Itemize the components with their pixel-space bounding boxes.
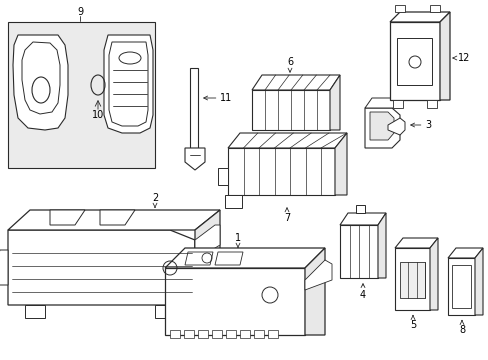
Polygon shape [190, 68, 198, 148]
Polygon shape [251, 90, 329, 130]
Polygon shape [394, 5, 404, 12]
Text: 7: 7 [284, 208, 289, 223]
Polygon shape [339, 213, 385, 225]
Polygon shape [447, 248, 482, 258]
Polygon shape [195, 210, 220, 305]
Polygon shape [50, 210, 85, 225]
Polygon shape [392, 100, 402, 108]
Polygon shape [155, 305, 175, 318]
Polygon shape [334, 133, 346, 195]
Text: 2: 2 [152, 193, 158, 207]
Polygon shape [109, 42, 148, 126]
Polygon shape [439, 12, 449, 100]
Text: 5: 5 [409, 315, 415, 330]
Polygon shape [305, 260, 331, 290]
Polygon shape [183, 330, 194, 338]
Polygon shape [369, 112, 393, 140]
Polygon shape [364, 108, 399, 148]
Text: 11: 11 [203, 93, 232, 103]
Polygon shape [13, 35, 68, 130]
Polygon shape [355, 205, 364, 213]
Polygon shape [164, 248, 325, 268]
Polygon shape [8, 210, 220, 230]
Polygon shape [215, 252, 243, 265]
Polygon shape [426, 100, 436, 108]
Polygon shape [339, 225, 377, 278]
Polygon shape [104, 35, 153, 133]
Text: 6: 6 [286, 57, 292, 72]
Polygon shape [227, 148, 334, 195]
Text: 3: 3 [410, 120, 430, 130]
Polygon shape [8, 22, 155, 168]
Polygon shape [253, 330, 264, 338]
Polygon shape [164, 268, 305, 335]
Polygon shape [429, 5, 439, 12]
Text: 12: 12 [452, 53, 469, 63]
Polygon shape [305, 248, 325, 335]
Text: 1: 1 [234, 233, 241, 247]
Polygon shape [198, 330, 207, 338]
Polygon shape [267, 330, 278, 338]
Polygon shape [329, 75, 339, 130]
Polygon shape [227, 133, 346, 148]
Polygon shape [8, 230, 195, 305]
Polygon shape [396, 38, 431, 85]
Polygon shape [377, 213, 385, 278]
Polygon shape [184, 252, 213, 265]
Polygon shape [399, 262, 424, 298]
Polygon shape [387, 118, 404, 135]
Polygon shape [184, 148, 204, 170]
Polygon shape [0, 250, 8, 285]
Polygon shape [251, 75, 339, 90]
Polygon shape [394, 238, 437, 248]
Polygon shape [429, 238, 437, 310]
Polygon shape [394, 248, 429, 310]
Polygon shape [100, 210, 135, 225]
Polygon shape [170, 330, 180, 338]
Text: 9: 9 [77, 7, 83, 17]
Text: 4: 4 [359, 284, 366, 300]
Text: 8: 8 [458, 320, 464, 335]
Polygon shape [364, 98, 399, 108]
Text: 10: 10 [92, 110, 104, 120]
Polygon shape [447, 258, 474, 315]
Polygon shape [389, 22, 439, 100]
Polygon shape [22, 42, 60, 114]
Polygon shape [224, 195, 242, 208]
Polygon shape [218, 168, 227, 185]
Polygon shape [389, 12, 449, 22]
Polygon shape [451, 265, 470, 308]
Polygon shape [212, 330, 222, 338]
Polygon shape [240, 330, 249, 338]
Polygon shape [474, 248, 482, 315]
Polygon shape [25, 305, 45, 318]
Polygon shape [195, 225, 220, 260]
Polygon shape [225, 330, 236, 338]
